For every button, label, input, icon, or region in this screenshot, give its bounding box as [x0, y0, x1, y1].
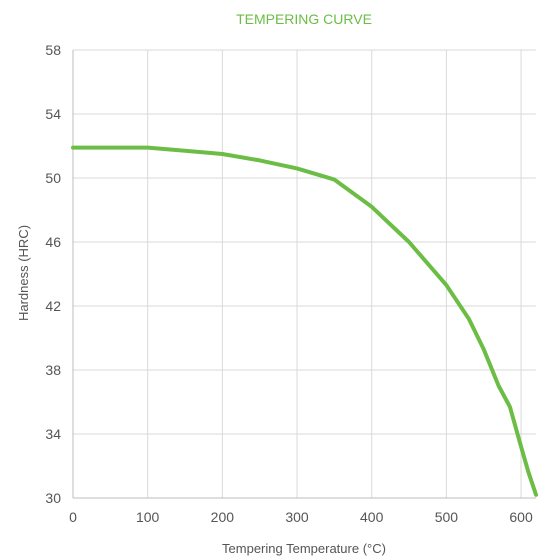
hardness-curve-line	[71, 145, 538, 497]
x-tick-label: 200	[211, 509, 235, 525]
x-tick-label: 600	[509, 509, 533, 525]
y-tick-label: 38	[45, 362, 61, 378]
y-tick-label: 58	[45, 42, 61, 58]
y-tick-label: 34	[45, 426, 61, 442]
y-tick-label: 30	[45, 490, 61, 506]
x-tick-label: 100	[136, 509, 160, 525]
axes	[72, 50, 536, 499]
x-axis-label: Tempering Temperature (°C)	[222, 541, 386, 556]
tick-labels: 0 100 200 300 400 500 600 30 34 38 42 46 50 54 58	[45, 42, 533, 525]
series-layer	[71, 145, 538, 497]
x-tick-label: 300	[285, 509, 309, 525]
x-tick-label: 0	[69, 509, 77, 525]
grid	[73, 49, 536, 498]
y-tick-label: 42	[45, 298, 61, 314]
y-tick-label: 50	[45, 170, 61, 186]
x-tick-label: 400	[360, 509, 384, 525]
chart-title: TEMPERING CURVE	[236, 11, 372, 27]
x-tick-label: 500	[435, 509, 459, 525]
y-axis-label: Hardness (HRC)	[16, 225, 31, 321]
y-tick-label: 46	[45, 234, 61, 250]
y-tick-label: 54	[45, 106, 61, 122]
